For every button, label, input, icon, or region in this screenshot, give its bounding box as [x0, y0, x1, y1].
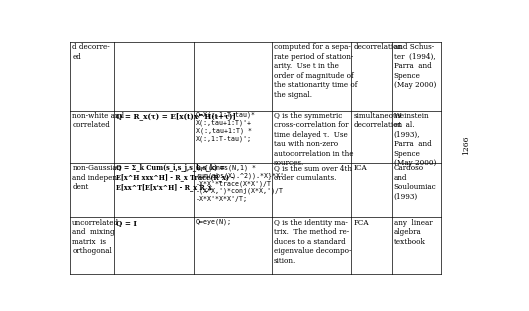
Text: Q is the identity ma-
trix.  The method re-
duces to a standard
eigenvalue decom: Q is the identity ma- trix. The method r…: [273, 219, 351, 265]
Text: d decorre-
ed: d decorre- ed: [72, 43, 110, 61]
Text: non-white and
correlated: non-white and correlated: [72, 112, 124, 129]
Text: Q={(ones(N,1) *
sum(abs(X).^2)).*X}*X'
-X*X'*trace(X*X')/T
-(X*X,')*conj(X*X,')/: Q={(ones(N,1) * sum(abs(X).^2)).*X}*X' -…: [196, 164, 284, 202]
Text: computed for a sepa-
rate period of station-
arity.  Use t in the
order of magni: computed for a sepa- rate period of stat…: [273, 43, 357, 99]
Text: Q = R_x(τ) = E[x(t)x^H(t+τ)]: Q = R_x(τ) = E[x(t)x^H(t+τ)]: [116, 112, 236, 120]
Text: Q = Σ_k Cum(s_i,s_j,s_k,s_k) =
E[x^H xxx^H] - R_x Trace(R_x) -
E[xx^T[E[x'x^H] -: Q = Σ_k Cum(s_i,s_j,s_k,s_k) = E[x^H xxx…: [116, 164, 234, 191]
Text: Q = I: Q = I: [116, 219, 137, 227]
Text: non-Gaussian
and indepen-
dent: non-Gaussian and indepen- dent: [72, 164, 122, 191]
Text: Q=X(:,1:T-tau)*
X(:,tau+1:T)'+
X(:,tau+1:T) *
X(:,1:T-tau)';: Q=X(:,1:T-tau)* X(:,tau+1:T)'+ X(:,tau+1…: [196, 112, 256, 142]
Text: Weinstein
et  al.
(1993),
Parra  and
Spence
(May 2000): Weinstein et al. (1993), Parra and Spenc…: [394, 112, 436, 167]
Text: PCA: PCA: [353, 219, 369, 227]
Text: any  linear
algebra
textbook: any linear algebra textbook: [394, 219, 432, 246]
Text: Q=eye(N);: Q=eye(N);: [196, 219, 232, 225]
Text: Q is the symmetric
cross-correlation for
time delayed τ.  Use
tau with non-zero
: Q is the symmetric cross-correlation for…: [273, 112, 353, 167]
Text: and Schus-
ter  (1994),
Parra  and
Spence
(May 2000): and Schus- ter (1994), Parra and Spence …: [394, 43, 436, 89]
Text: Cardoso
and
Souloumiac
(1993): Cardoso and Souloumiac (1993): [394, 164, 436, 201]
Text: decorrelation: decorrelation: [353, 43, 403, 51]
Text: simultaneous
decorrelation: simultaneous decorrelation: [353, 112, 403, 129]
Text: ICA: ICA: [353, 164, 367, 172]
Text: Q is the sum over 4th
order cumulants.: Q is the sum over 4th order cumulants.: [273, 164, 352, 182]
Text: 1266: 1266: [462, 135, 470, 155]
Text: uncorrelated
and  mixing
matrix  is
orthogonal: uncorrelated and mixing matrix is orthog…: [72, 219, 120, 255]
